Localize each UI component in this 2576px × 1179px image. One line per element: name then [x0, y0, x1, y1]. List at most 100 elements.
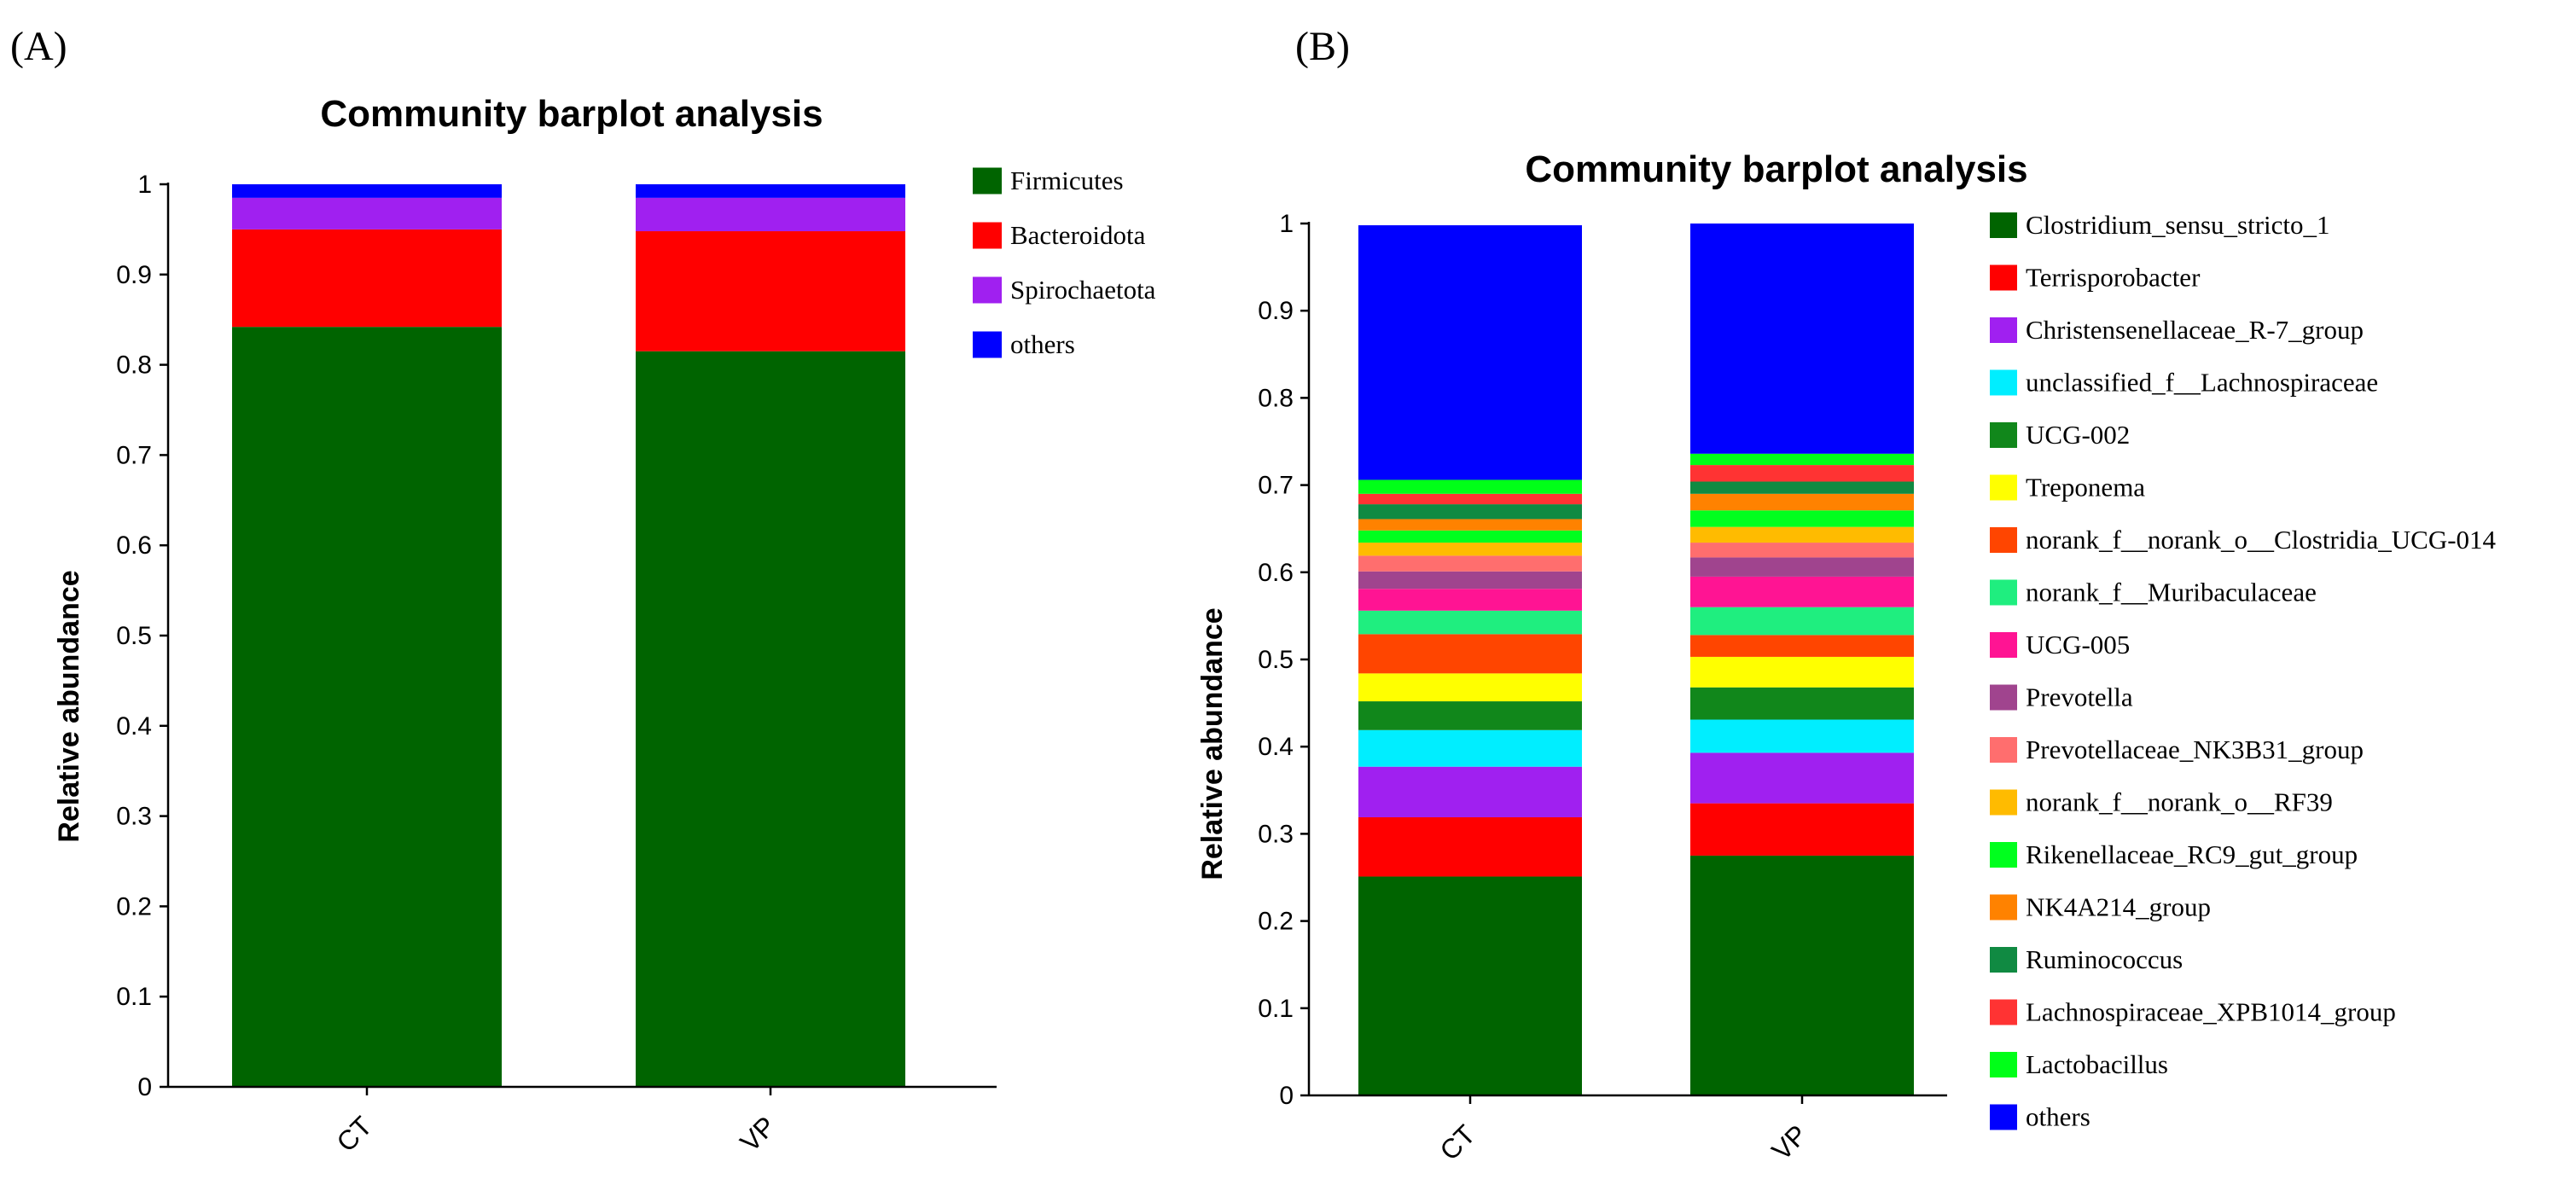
legend-swatch: [1990, 789, 2017, 816]
bar-segment-vp-14: [1690, 481, 1914, 494]
bar-segment-vp-17: [1690, 224, 1914, 454]
bar-segment-vp-16: [1690, 453, 1914, 466]
bar-segment-ct-7: [1358, 610, 1582, 635]
y-tick-label: 0.7: [116, 441, 152, 469]
panel-b-title: Community barplot analysis: [1525, 148, 2027, 190]
bar-segment-ct-4: [1358, 701, 1582, 730]
legend-label: Spirochaetota: [1010, 275, 1156, 305]
bar-segment-ct-12: [1358, 530, 1582, 543]
panel-a-label: (A): [10, 24, 67, 69]
legend-label: Bacteroidota: [1010, 220, 1146, 250]
y-tick-label: 0.5: [116, 622, 152, 650]
legend-swatch: [1990, 737, 2017, 763]
bar-segment-vp-2: [1690, 752, 1914, 804]
legend-swatch: [973, 276, 1002, 304]
y-tick-label: 0: [1279, 1082, 1294, 1110]
legend-item: Clostridium_sensu_stricto_1: [1990, 210, 2330, 240]
panel-b: (B) Community barplot analysis Relative …: [1196, 24, 2497, 1166]
legend-label: others: [2026, 1102, 2090, 1132]
y-tick-label: 0.6: [1258, 559, 1294, 587]
legend-swatch: [1990, 212, 2017, 238]
legend-item: UCG-002: [1990, 420, 2130, 450]
bar-segment-vp-2: [636, 197, 905, 232]
bar-segment-vp-11: [1690, 526, 1914, 543]
legend-item: others: [973, 329, 1075, 359]
legend-item: norank_f__norank_o__Clostridia_UCG-014: [1990, 525, 2497, 555]
bar-segment-vp-15: [1690, 465, 1914, 482]
y-tick-label: 0.8: [1258, 384, 1294, 412]
legend-swatch: [1990, 579, 2017, 606]
legend-item: UCG-005: [1990, 630, 2130, 659]
legend-swatch: [1990, 422, 2017, 448]
bar-segment-vp-1: [636, 231, 905, 351]
y-tick-label: 0.2: [116, 892, 152, 921]
legend-label: Lachnospiraceae_XPB1014_group: [2026, 997, 2396, 1027]
bar-segment-ct-0: [1358, 876, 1582, 1095]
y-tick-label: 0.4: [1258, 733, 1294, 761]
bar-segment-vp-3: [636, 184, 905, 198]
legend-swatch: [1990, 1052, 2017, 1077]
panel-a-legend: Firmicutes Bacteroidota Spirochaetota other…: [973, 166, 1156, 359]
y-tick-label: 0.4: [116, 712, 152, 741]
panel-a-y-ticks: 0 0.1 0.2 0.3 0.4 0.5 0.6 0.7 0.8 0.9 1: [116, 171, 168, 1101]
bar-segment-ct-14: [1358, 504, 1582, 520]
legend-label: Christensenellaceae_R-7_group: [2026, 315, 2364, 345]
legend-item: Firmicutes: [973, 166, 1124, 195]
panel-a-title: Community barplot analysis: [320, 93, 823, 135]
panel-b-bars: [1358, 224, 1914, 1095]
legend-swatch: [973, 331, 1002, 358]
panel-a: (A) Community barplot analysis Relative …: [10, 24, 1156, 1158]
bar-segment-vp-6: [1690, 635, 1914, 657]
y-tick-label: 0.7: [1258, 472, 1294, 500]
y-tick-label: 1: [1279, 210, 1294, 238]
bar-segment-vp-12: [1690, 510, 1914, 527]
bar-segment-ct-0: [232, 327, 502, 1087]
legend-swatch: [1990, 527, 2017, 553]
legend-label: Prevotellaceae_NK3B31_group: [2026, 735, 2364, 764]
bar-segment-ct-3: [232, 184, 502, 198]
legend-label: norank_f__Muribaculaceae: [2026, 578, 2317, 607]
legend-swatch: [1990, 632, 2017, 658]
bar-segment-vp-8: [1690, 576, 1914, 607]
legend-swatch: [1990, 317, 2017, 343]
y-tick-label: 0.8: [116, 351, 152, 380]
bar-segment-vp-9: [1690, 557, 1914, 577]
legend-item: Lachnospiraceae_XPB1014_group: [1990, 997, 2396, 1027]
legend-swatch: [973, 222, 1002, 249]
bar-segment-vp-7: [1690, 607, 1914, 636]
legend-swatch: [1990, 947, 2017, 973]
legend-swatch: [1990, 894, 2017, 921]
legend-label: Terrisporobacter: [2026, 263, 2201, 293]
bar-segment-vp-3: [1690, 719, 1914, 753]
y-tick-label: 0.2: [1258, 908, 1294, 936]
y-tick-label: 0.1: [116, 983, 152, 1011]
bar-segment-ct-1: [232, 229, 502, 328]
panel-b-y-axis-label: Relative abundance: [1196, 607, 1229, 880]
legend-swatch: [973, 167, 1002, 195]
bar-segment-ct-11: [1358, 543, 1582, 556]
legend-label: Rikenellaceae_RC9_gut_group: [2026, 839, 2358, 869]
legend-item: Bacteroidota: [973, 220, 1146, 250]
legend-label: unclassified_f__Lachnospiraceae: [2026, 368, 2378, 398]
legend-swatch: [1990, 999, 2017, 1025]
legend-item: Lactobacillus: [1990, 1049, 2168, 1079]
legend-label: others: [1010, 329, 1075, 359]
legend-label: NK4A214_group: [2026, 892, 2211, 922]
bar-segment-ct-2: [1358, 766, 1582, 817]
legend-item: Rikenellaceae_RC9_gut_group: [1990, 839, 2358, 869]
legend-label: UCG-002: [2026, 420, 2130, 450]
legend-swatch: [1990, 1104, 2017, 1130]
panel-b-label: (B): [1295, 24, 1350, 69]
legend-item: unclassified_f__Lachnospiraceae: [1990, 368, 2378, 398]
legend-swatch: [1990, 474, 2017, 501]
y-tick-label: 0.9: [116, 261, 152, 289]
bar-segment-ct-6: [1358, 634, 1582, 674]
legend-item: Terrisporobacter: [1990, 263, 2201, 293]
y-tick-label: 0: [137, 1073, 152, 1101]
bar-segment-vp-10: [1690, 543, 1914, 558]
bar-segment-vp-5: [1690, 656, 1914, 688]
legend-label: Prevotella: [2026, 682, 2133, 712]
legend-swatch: [1990, 264, 2017, 291]
legend-item: others: [1990, 1102, 2090, 1132]
